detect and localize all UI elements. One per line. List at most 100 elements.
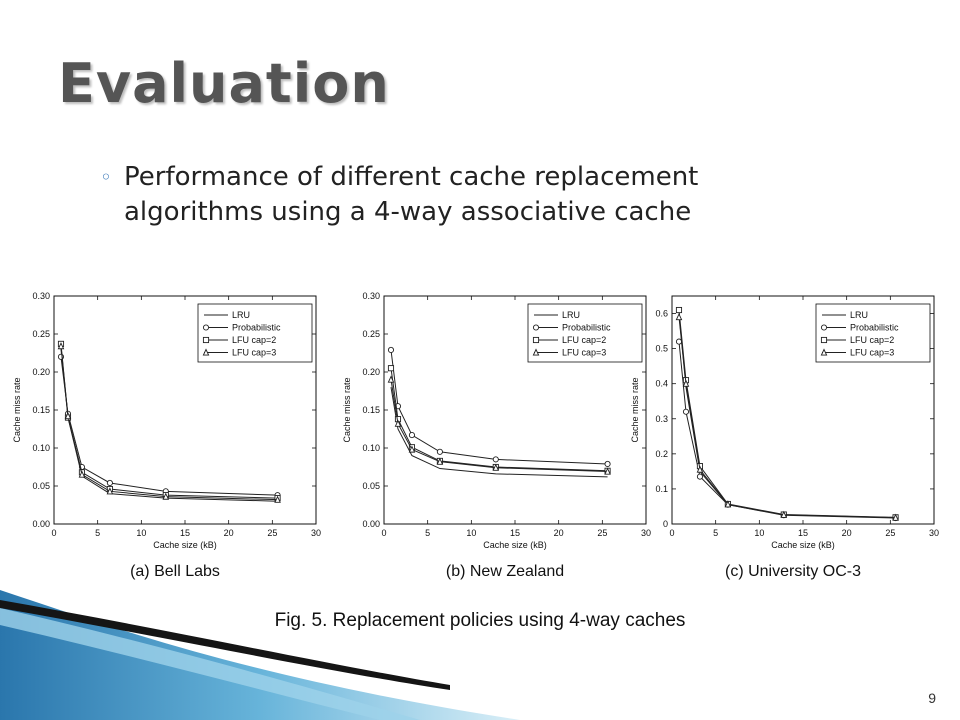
x-tick-label: 10 <box>754 528 764 538</box>
x-tick-label: 25 <box>267 528 277 538</box>
bullet-text: Performance of different cache replaceme… <box>124 162 699 227</box>
y-tick-label: 0.30 <box>362 291 380 301</box>
legend-marker-probabilistic <box>820 324 828 331</box>
chart-caption: (c) University OC-3 <box>725 563 861 580</box>
data-point-lfu-cap3 <box>408 445 416 453</box>
legend-label-lru: LRU <box>850 310 868 320</box>
data-point-lfu-cap3 <box>57 342 65 350</box>
legend-marker-lfu-cap2 <box>532 336 540 344</box>
y-tick-label: 0.25 <box>32 329 50 339</box>
chart-university-oc3: 0 0.1 0.2 0.3 0.4 0.5 0.6 0 5 10 15 20 25 30 Cache siz… <box>630 295 939 580</box>
x-tick-label: 30 <box>311 528 321 538</box>
x-tick-label: 5 <box>713 528 718 538</box>
y-tick-label: 0.10 <box>32 443 50 453</box>
data-point-lfu-cap3 <box>724 500 732 508</box>
data-point-probabilistic <box>696 473 703 480</box>
x-tick-label: 10 <box>466 528 476 538</box>
x-tick-label: 30 <box>641 528 651 538</box>
y-tick-label: 0.10 <box>362 443 380 453</box>
data-point-lfu-cap3 <box>106 487 114 495</box>
chart-caption: (b) New Zealand <box>446 563 564 580</box>
data-point-lfu-cap2 <box>675 306 683 314</box>
bullet-marker-icon: ◦ <box>100 165 112 189</box>
series-line-lfu-cap2 <box>60 343 278 499</box>
legend-marker-probabilistic <box>202 324 210 331</box>
data-point-lfu-cap3 <box>696 465 704 473</box>
y-tick-label: 0.15 <box>362 405 380 415</box>
data-point-lfu-cap3 <box>682 379 690 387</box>
chart-panel-university-oc3: 0 0.1 0.2 0.3 0.4 0.5 0.6 0 5 10 15 20 25 30 Cache siz… <box>622 288 952 588</box>
legend-label-lfu-cap2: LFU cap=2 <box>850 335 894 345</box>
legend-label-probabilistic: Probabilistic <box>232 323 281 333</box>
data-point-probabilistic <box>604 460 611 468</box>
series-line-lfu-cap3 <box>678 316 896 519</box>
y-tick-label: 0.25 <box>362 329 380 339</box>
y-tick-label: 0 <box>663 519 668 529</box>
legend-marker-lfu-cap3 <box>202 348 210 356</box>
legend-label-lfu-cap3: LFU cap=3 <box>562 348 606 358</box>
y-tick-label: 0.6 <box>655 309 668 319</box>
x-tick-label: 25 <box>885 528 895 538</box>
x-tick-label: 0 <box>51 528 56 538</box>
x-tick-label: 20 <box>842 528 852 538</box>
y-axis-label: Cache miss rate <box>630 377 640 442</box>
y-tick-label: 0.30 <box>32 291 50 301</box>
x-tick-label: 5 <box>425 528 430 538</box>
x-axis-label: Cache size (kB) <box>153 540 217 550</box>
y-tick-label: 0.20 <box>32 367 50 377</box>
y-tick-label: 0.00 <box>362 519 380 529</box>
y-tick-label: 0.4 <box>655 379 668 389</box>
x-tick-label: 15 <box>510 528 520 538</box>
legend-label-lru: LRU <box>562 310 580 320</box>
x-tick-label: 20 <box>224 528 234 538</box>
page-number: 9 <box>928 690 936 706</box>
series-line-lru <box>60 349 278 502</box>
data-point-lfu-cap3 <box>892 513 899 521</box>
x-tick-label: 5 <box>95 528 100 538</box>
data-point-lfu-cap3 <box>675 312 683 321</box>
data-point-lfu-cap3 <box>780 510 788 518</box>
data-point-lfu-cap3 <box>394 419 402 427</box>
series-line-lru <box>390 387 608 478</box>
y-tick-label: 0.20 <box>362 367 380 377</box>
series-line-lfu-cap3 <box>60 346 278 501</box>
chart-bell-labs: 0.00 0.05 0.10 0.15 0.20 0.25 0.30 0 5 10 15 20 25 30… <box>12 291 321 580</box>
y-tick-label: 0.00 <box>32 519 50 529</box>
data-point-probabilistic <box>387 346 395 354</box>
legend-label-lfu-cap2: LFU cap=2 <box>232 335 276 345</box>
legend-box <box>815 303 931 363</box>
data-point-probabilistic <box>408 432 415 439</box>
series-line-probabilistic <box>60 356 278 496</box>
series-line-lfu-cap2 <box>390 368 608 472</box>
y-axis-label: Cache miss rate <box>342 377 352 442</box>
bullet-point: ◦ Performance of different cache replace… <box>100 160 800 230</box>
data-point-lfu-cap3 <box>604 467 611 475</box>
data-point-lfu-cap3 <box>162 492 170 500</box>
x-tick-label: 0 <box>381 528 386 538</box>
x-tick-label: 20 <box>554 528 564 538</box>
data-point-probabilistic <box>492 456 499 463</box>
legend-marker-lfu-cap2 <box>202 336 210 344</box>
y-tick-label: 0.2 <box>655 449 668 459</box>
legend-label-lfu-cap2: LFU cap=2 <box>562 335 606 345</box>
data-point-lfu-cap3 <box>78 470 86 478</box>
legend-marker-lfu-cap3 <box>532 348 540 356</box>
data-point-lfu-cap3 <box>436 457 444 465</box>
chart-panel-bell-labs: 0.00 0.05 0.10 0.15 0.20 0.25 0.30 0 5 10 15 20 25 30… <box>4 288 334 588</box>
legend-label-probabilistic: Probabilistic <box>850 323 899 333</box>
legend-label-lfu-cap3: LFU cap=3 <box>232 348 276 358</box>
data-point-lfu-cap2 <box>387 365 395 372</box>
slide-title: Evaluation <box>58 52 390 115</box>
x-tick-label: 25 <box>597 528 607 538</box>
data-point-lfu-cap3 <box>492 463 500 471</box>
data-point-probabilistic <box>106 479 113 487</box>
data-point-lfu-cap3 <box>387 375 395 383</box>
x-tick-label: 0 <box>669 528 674 538</box>
y-tick-label: 0.5 <box>655 344 668 354</box>
legend-marker-lfu-cap2 <box>820 336 828 344</box>
x-tick-label: 15 <box>798 528 808 538</box>
figure-caption: Fig. 5. Replacement policies using 4-way… <box>274 610 686 631</box>
legend-label-lfu-cap3: LFU cap=3 <box>850 348 894 358</box>
legend-marker-lfu-cap3 <box>820 348 828 356</box>
data-point-lfu-cap3 <box>64 412 72 420</box>
